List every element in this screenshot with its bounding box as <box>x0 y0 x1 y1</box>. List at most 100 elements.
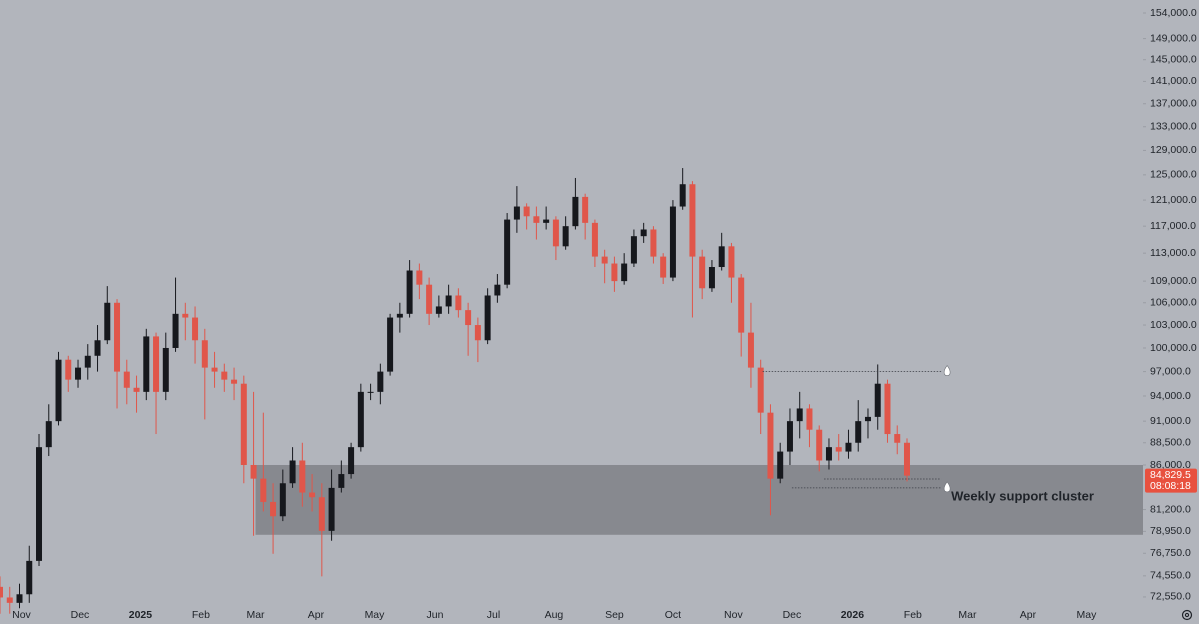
y-tick-label: 129,000.0 <box>1150 144 1197 156</box>
candle-body <box>786 421 793 452</box>
y-tick-label: 78,950.0 <box>1150 525 1191 537</box>
candle-body <box>221 371 228 380</box>
candle-body <box>523 206 530 217</box>
candle-body <box>601 256 608 264</box>
x-tick-label: Feb <box>904 609 922 621</box>
candle-body <box>377 371 384 392</box>
x-tick-label: Jun <box>426 609 443 621</box>
candle-body <box>426 284 433 314</box>
candle-body <box>406 270 413 314</box>
y-tick-label: 94,000.0 <box>1150 390 1191 402</box>
candle-body <box>611 263 618 282</box>
candle-body <box>484 295 491 341</box>
candle-body <box>708 267 715 289</box>
candle-body <box>289 460 296 484</box>
candle-body <box>153 336 160 392</box>
x-tick-label: Apr <box>308 609 325 621</box>
candle-body <box>387 317 394 372</box>
candle-body <box>309 492 316 498</box>
candle-body <box>45 421 52 448</box>
candle-body <box>903 442 910 476</box>
y-tick-label: 72,550.0 <box>1150 591 1191 603</box>
candle-body <box>114 302 121 372</box>
last-price-tag <box>1145 468 1197 493</box>
x-tick-label: Nov <box>12 609 31 621</box>
y-tick-label: 100,000.0 <box>1150 342 1197 354</box>
candle-body <box>777 451 784 479</box>
candle-body <box>192 317 199 341</box>
candle-body <box>816 429 823 461</box>
candle-body <box>65 359 72 380</box>
y-tick-label: 103,000.0 <box>1150 319 1197 331</box>
candle-body <box>16 594 23 603</box>
candle-body <box>738 277 745 333</box>
candle-body <box>845 442 852 452</box>
last-price-label: 84,829.5 <box>1150 469 1191 481</box>
candle-body <box>338 474 345 488</box>
candle-body <box>367 391 374 393</box>
candle-body <box>348 447 355 475</box>
zone-label: Weekly support cluster <box>951 488 1094 503</box>
candle-body <box>640 229 647 237</box>
candle-body <box>806 408 813 430</box>
candle-body <box>84 355 91 368</box>
x-tick-label: Sep <box>605 609 624 621</box>
x-tick-label: 2025 <box>129 609 153 621</box>
candle-body <box>143 336 150 392</box>
candle-body <box>94 340 101 356</box>
y-tick-label: 141,000.0 <box>1150 75 1197 87</box>
y-tick-label: 133,000.0 <box>1150 121 1197 133</box>
candle-body <box>396 313 403 318</box>
y-tick-label: 137,000.0 <box>1150 98 1197 110</box>
gear-hub <box>1184 612 1190 618</box>
x-tick-label: Dec <box>71 609 90 621</box>
y-tick-label: 106,000.0 <box>1150 297 1197 309</box>
candle-body <box>260 478 267 502</box>
candle-body <box>182 313 189 318</box>
candle-body <box>494 284 501 296</box>
candle-body <box>123 371 130 388</box>
candle-body <box>279 483 286 517</box>
y-tick-label: 86,000.0 <box>1150 459 1191 471</box>
candle-body <box>0 586 3 598</box>
support-zone <box>255 464 1143 535</box>
candle-body <box>689 184 696 257</box>
y-tick-label: 121,000.0 <box>1150 194 1197 206</box>
candle-body <box>630 236 637 264</box>
candle-body <box>318 497 325 531</box>
settings-icon[interactable] <box>1181 609 1193 621</box>
x-tick-label: Aug <box>545 609 564 621</box>
candle-body <box>855 421 862 443</box>
candle-body <box>465 310 472 326</box>
candle-body <box>357 391 364 448</box>
x-tick-label: Feb <box>192 609 210 621</box>
candle-body <box>474 325 481 341</box>
candle-body <box>504 219 511 285</box>
candle-body <box>582 196 589 223</box>
candle-body <box>864 416 871 422</box>
candle-body <box>172 313 179 348</box>
candle-body <box>36 447 43 561</box>
candle-body <box>416 270 423 285</box>
candle-body <box>75 367 82 380</box>
candle-body <box>6 597 13 603</box>
candle-body <box>552 219 559 247</box>
y-tick-label: 97,000.0 <box>1150 365 1191 377</box>
candle-body <box>796 408 803 422</box>
x-tick-label: Mar <box>958 609 977 621</box>
candle-body <box>825 447 832 461</box>
y-tick-label: 113,000.0 <box>1150 247 1196 259</box>
y-tick-label: 149,000.0 <box>1150 32 1197 44</box>
x-tick-label: Mar <box>246 609 265 621</box>
candle-body <box>211 367 218 372</box>
y-tick-label: 91,000.0 <box>1150 415 1191 427</box>
candle-body <box>699 256 706 289</box>
candle-body <box>621 263 628 282</box>
candle-body <box>513 206 520 220</box>
candle-body <box>718 246 725 268</box>
x-tick-label: May <box>1077 609 1098 621</box>
candle-body <box>455 295 462 311</box>
y-tick-label: 154,000.0 <box>1150 7 1197 19</box>
candle-body <box>572 196 579 227</box>
